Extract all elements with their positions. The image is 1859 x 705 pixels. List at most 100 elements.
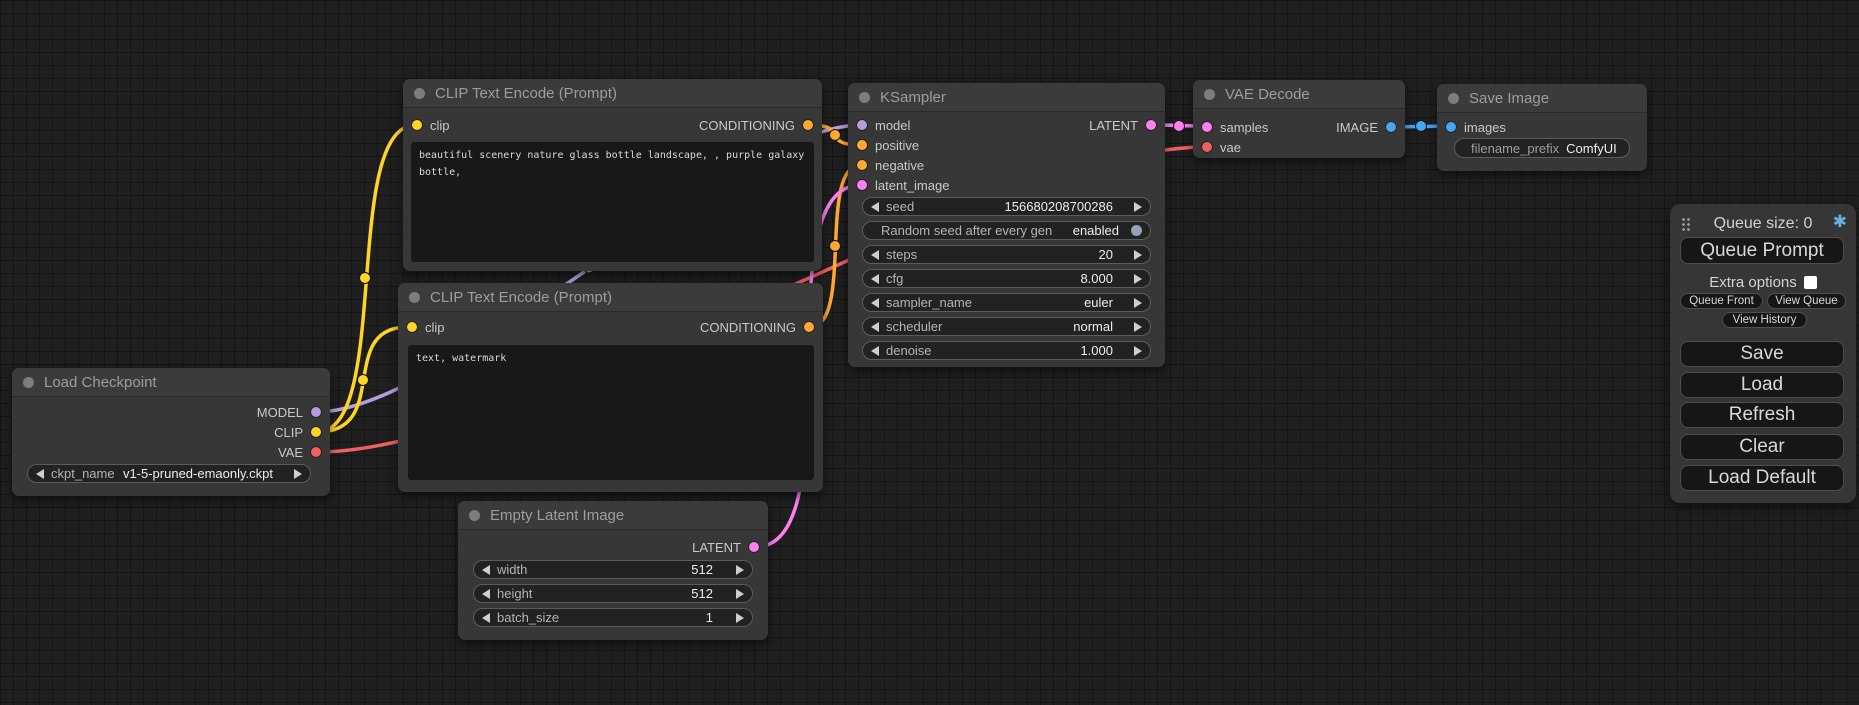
decrement-arrow-icon[interactable] xyxy=(871,273,879,284)
link-midpoint-dot xyxy=(829,240,841,252)
clip-port-dot[interactable] xyxy=(407,322,417,332)
decrement-arrow-icon[interactable] xyxy=(871,321,879,332)
image-port-dot[interactable] xyxy=(1386,122,1396,132)
input-port-images: images xyxy=(1446,119,1506,135)
conditioning-port-dot[interactable] xyxy=(857,160,867,170)
latent-port-dot[interactable] xyxy=(1146,120,1156,130)
decrement-arrow-icon[interactable] xyxy=(871,201,879,212)
conditioning-port-dot[interactable] xyxy=(804,322,814,332)
node-load-checkpoint[interactable]: Load Checkpoint MODEL CLIP VAE ckpt_name… xyxy=(12,368,330,496)
decrement-arrow-icon[interactable] xyxy=(871,297,879,308)
input-port-positive: positive xyxy=(857,137,919,153)
collapse-dot-icon[interactable] xyxy=(1448,92,1459,104)
latent-port-dot[interactable] xyxy=(749,542,759,552)
vae-port-dot[interactable] xyxy=(311,447,321,457)
node-title-bar[interactable]: Empty Latent Image xyxy=(458,501,768,530)
model-port-dot[interactable] xyxy=(857,120,867,130)
collapse-dot-icon[interactable] xyxy=(859,91,870,103)
increment-arrow-icon[interactable] xyxy=(1134,273,1142,284)
node-empty-latent-image[interactable]: Empty Latent Image LATENT width 512 heig… xyxy=(458,501,768,640)
clip-port-dot[interactable] xyxy=(311,427,321,437)
node-vae-decode[interactable]: VAE Decode samples vae IMAGE xyxy=(1193,80,1405,158)
port-label: LATENT xyxy=(692,539,741,555)
toggle-knob-icon[interactable] xyxy=(1131,225,1142,236)
increment-arrow-icon[interactable] xyxy=(736,588,744,599)
collapse-dot-icon[interactable] xyxy=(409,291,420,303)
load-default-button[interactable]: Load Default xyxy=(1680,465,1844,491)
conditioning-port-dot[interactable] xyxy=(857,140,867,150)
node-title-bar[interactable]: VAE Decode xyxy=(1193,80,1405,109)
save-button[interactable]: Save xyxy=(1680,341,1844,367)
clip-port-dot[interactable] xyxy=(412,120,422,130)
width-widget[interactable]: width 512 xyxy=(473,560,753,579)
collapse-dot-icon[interactable] xyxy=(1204,88,1215,100)
decrement-arrow-icon[interactable] xyxy=(482,612,490,623)
prompt-textarea[interactable]: text, watermark xyxy=(408,345,814,480)
node-clip-text-encode-negative[interactable]: CLIP Text Encode (Prompt) clip CONDITION… xyxy=(398,283,823,492)
node-clip-text-encode-positive[interactable]: CLIP Text Encode (Prompt) clip CONDITION… xyxy=(403,79,822,271)
queue-panel[interactable]: Queue size: 0 ✱ Queue Prompt Extra optio… xyxy=(1670,204,1856,503)
view-queue-button[interactable]: View Queue xyxy=(1767,293,1846,309)
collapse-dot-icon[interactable] xyxy=(414,87,425,99)
decrement-arrow-icon[interactable] xyxy=(871,249,879,260)
decrement-arrow-icon[interactable] xyxy=(871,345,879,356)
increment-arrow-icon[interactable] xyxy=(1134,249,1142,260)
increment-arrow-icon[interactable] xyxy=(294,468,302,479)
collapse-dot-icon[interactable] xyxy=(469,509,480,521)
view-history-button[interactable]: View History xyxy=(1722,312,1807,328)
increment-arrow-icon[interactable] xyxy=(736,564,744,575)
widget-label: scheduler xyxy=(886,319,943,334)
denoise-widget[interactable]: denoise 1.000 xyxy=(862,341,1151,360)
widget-value: euler xyxy=(1084,295,1113,310)
collapse-dot-icon[interactable] xyxy=(23,376,34,388)
scheduler-widget[interactable]: scheduler normal xyxy=(862,317,1151,336)
filename-prefix-widget[interactable]: filename_prefix ComfyUI xyxy=(1454,138,1630,158)
settings-gear-icon[interactable]: ✱ xyxy=(1832,212,1847,231)
height-widget[interactable]: height 512 xyxy=(473,584,753,603)
extra-options-checkbox[interactable] xyxy=(1803,276,1817,289)
prompt-textarea[interactable]: beautiful scenery nature glass bottle la… xyxy=(411,142,814,262)
model-port-dot[interactable] xyxy=(311,407,321,417)
node-ksampler[interactable]: KSampler model positive negative latent_… xyxy=(848,83,1165,367)
widget-value: 156680208700286 xyxy=(1004,199,1113,214)
load-button[interactable]: Load xyxy=(1680,372,1844,398)
node-title-bar[interactable]: Save Image xyxy=(1437,84,1647,113)
conditioning-port-dot[interactable] xyxy=(803,120,813,130)
sampler-name-widget[interactable]: sampler_name euler xyxy=(862,293,1151,312)
seed-widget[interactable]: seed 156680208700286 xyxy=(862,197,1151,216)
queue-front-button[interactable]: Queue Front xyxy=(1680,293,1763,309)
decrement-arrow-icon[interactable] xyxy=(482,588,490,599)
increment-arrow-icon[interactable] xyxy=(1134,201,1142,212)
increment-arrow-icon[interactable] xyxy=(736,612,744,623)
image-port-dot[interactable] xyxy=(1446,122,1456,132)
batch-size-widget[interactable]: batch_size 1 xyxy=(473,608,753,627)
queue-prompt-button[interactable]: Queue Prompt xyxy=(1680,237,1844,264)
clear-button[interactable]: Clear xyxy=(1680,434,1844,460)
output-port-latent: LATENT xyxy=(692,539,759,555)
cfg-widget[interactable]: cfg 8.000 xyxy=(862,269,1151,288)
node-save-image[interactable]: Save Image images filename_prefix ComfyU… xyxy=(1437,84,1647,171)
node-title: CLIP Text Encode (Prompt) xyxy=(430,288,613,306)
node-title-bar[interactable]: CLIP Text Encode (Prompt) xyxy=(398,283,823,312)
widget-value: normal xyxy=(1073,319,1113,334)
drag-handle-icon[interactable] xyxy=(1681,217,1691,231)
increment-arrow-icon[interactable] xyxy=(1134,297,1142,308)
latent-port-dot[interactable] xyxy=(1202,122,1212,132)
increment-arrow-icon[interactable] xyxy=(1134,345,1142,356)
widget-label: height xyxy=(497,586,533,601)
random-seed-toggle-widget[interactable]: Random seed after every gen enabled xyxy=(862,221,1151,240)
node-title-bar[interactable]: CLIP Text Encode (Prompt) xyxy=(403,79,822,108)
steps-widget[interactable]: steps 20 xyxy=(862,245,1151,264)
vae-port-dot[interactable] xyxy=(1202,142,1212,152)
decrement-arrow-icon[interactable] xyxy=(36,468,44,479)
widget-label: seed xyxy=(886,199,915,214)
output-port-clip: CLIP xyxy=(274,424,321,440)
node-title-bar[interactable]: KSampler xyxy=(848,83,1165,112)
node-title-bar[interactable]: Load Checkpoint xyxy=(12,368,330,397)
ckpt-name-widget[interactable]: ckpt_name v1-5-pruned-emaonly.ckpt xyxy=(27,464,311,483)
latent-port-dot[interactable] xyxy=(857,180,867,190)
refresh-button[interactable]: Refresh xyxy=(1680,402,1844,428)
decrement-arrow-icon[interactable] xyxy=(482,564,490,575)
increment-arrow-icon[interactable] xyxy=(1134,321,1142,332)
